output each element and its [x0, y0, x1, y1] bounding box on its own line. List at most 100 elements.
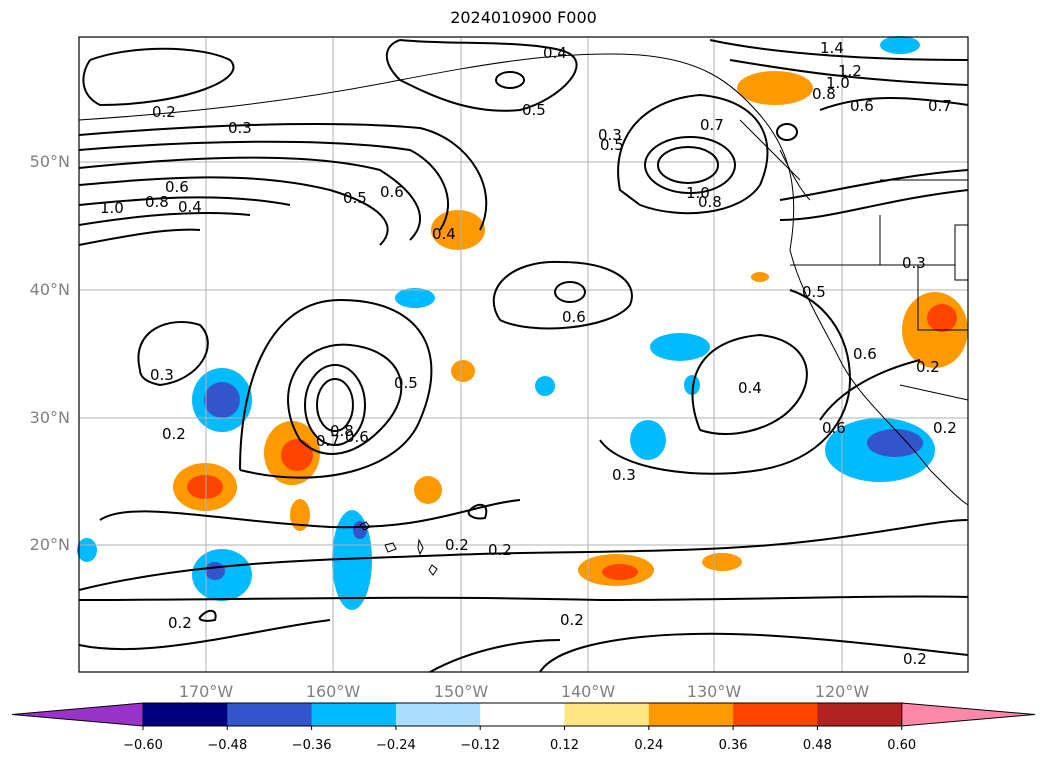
- colorbar-tick-label: −0.48: [207, 738, 248, 753]
- coastlines: [78, 53, 969, 506]
- positive-core: [602, 564, 638, 580]
- lat-label: 50°N: [29, 152, 70, 171]
- contour-label: 0.7: [928, 97, 952, 115]
- contour-label: 0.2: [560, 611, 584, 629]
- colorbar-segment: [143, 703, 228, 726]
- colorbar-tick-label: 0.60: [887, 738, 917, 753]
- negative-patch: [880, 36, 920, 54]
- positive-core: [187, 475, 223, 499]
- contour-label: 0.5: [522, 101, 546, 119]
- lon-label: 150°W: [433, 682, 489, 701]
- negative-patch: [535, 376, 555, 396]
- positive-patch: [751, 272, 769, 282]
- contour-label: 1.4: [820, 39, 844, 57]
- negative-patch: [684, 375, 700, 395]
- contour-label: 0.6: [853, 345, 877, 363]
- contour-label: 0.3: [598, 126, 622, 144]
- lon-label: 130°W: [686, 682, 742, 701]
- positive-core: [281, 439, 313, 471]
- contour-label-group: 0.2 0.3 0.4 0.5 0.6 0.8 1.0 0.7 0.2 0.2 …: [100, 39, 957, 668]
- contour-label: 1.2: [838, 62, 862, 80]
- positive-patch: [702, 553, 742, 571]
- colorbar: [11, 702, 1036, 730]
- contour-label: 0.3: [612, 466, 636, 484]
- contour-label: 0.3: [228, 119, 252, 137]
- contour-label: 0.6: [822, 419, 846, 437]
- contour-label: 0.5: [394, 374, 418, 392]
- colorbar-extend-high: [901, 702, 1036, 727]
- colorbar-segment: [311, 703, 397, 726]
- negative-patch: [395, 288, 435, 308]
- colorbar-tick-label: −0.60: [123, 738, 163, 753]
- contour-label: 0.2: [488, 541, 512, 559]
- contour-label: 0.4: [543, 44, 567, 62]
- colorbar-frame: [142, 702, 903, 727]
- colorbar-segment: [395, 703, 481, 726]
- lat-label: 30°N: [29, 408, 70, 427]
- contour-label: 0.7: [316, 432, 340, 450]
- contour-label: 1.0: [686, 184, 710, 202]
- contour-label: 0.8: [698, 193, 722, 211]
- negative-patch: [650, 333, 710, 361]
- contour-label: 0.2: [933, 419, 957, 437]
- contour-label: 0.5: [802, 283, 826, 301]
- contour-lines: [78, 39, 969, 673]
- colorbar-tick-label: 0.48: [802, 738, 832, 753]
- colorbar-segment: [648, 703, 734, 726]
- contour-label: 0.4: [178, 198, 202, 216]
- negative-core: [353, 521, 367, 539]
- lon-label: 140°W: [560, 682, 616, 701]
- contour-label: 0.2: [162, 425, 186, 443]
- lat-label: 20°N: [29, 535, 70, 554]
- negative-core: [205, 562, 225, 580]
- contour-label: 0.4: [432, 225, 456, 243]
- colorbar-extend-low: [11, 702, 144, 727]
- contour-label: 0.2: [152, 103, 176, 121]
- colorbar-tick-label: −0.24: [375, 738, 416, 753]
- colorbar-segment: [817, 703, 903, 726]
- contour-label: 0.3: [902, 254, 926, 272]
- contour-label: 0.6: [345, 428, 369, 446]
- lat-label: 40°N: [29, 280, 70, 299]
- positive-patch: [737, 71, 813, 105]
- colorbar-tick-label: 0.12: [550, 738, 579, 753]
- lon-label: 120°W: [814, 682, 870, 701]
- contour-label: 0.8: [145, 193, 169, 211]
- contour-label: 0.4: [738, 379, 762, 397]
- contour-label: 1.0: [826, 74, 850, 92]
- contour-label: 0.3: [150, 366, 174, 384]
- contour-label: 0.8: [330, 422, 354, 440]
- contour-label: 0.6: [165, 178, 189, 196]
- contour-label: 1.0: [100, 199, 124, 217]
- colorbar-tick-label: −0.36: [291, 738, 332, 753]
- positive-patch: [290, 499, 310, 531]
- negative-patch: [77, 538, 97, 562]
- colorbar-tick-label: 0.36: [718, 738, 748, 753]
- positive-patch: [414, 476, 442, 504]
- colorbar-segment: [733, 703, 818, 726]
- colorbar-tick-label: −0.12: [460, 738, 501, 753]
- colorbar-segment: [480, 703, 565, 726]
- contour-label: 0.2: [168, 614, 192, 632]
- chart-title: 2024010900 F000: [450, 8, 597, 27]
- colorbar-segment: [564, 703, 650, 726]
- contour-label: 0.5: [343, 189, 367, 207]
- negative-core: [204, 382, 240, 418]
- contour-label: 0.2: [903, 650, 927, 668]
- colorbar-segment: [227, 703, 313, 726]
- contour-label: 0.2: [445, 536, 469, 554]
- contour-label: 0.7: [700, 116, 724, 134]
- contour-label: 0.5: [600, 136, 624, 154]
- contour-label: 0.6: [850, 97, 874, 115]
- contour-label: 0.6: [380, 183, 404, 201]
- negative-patch: [630, 420, 666, 460]
- positive-patch: [451, 360, 475, 382]
- negative-core: [867, 429, 923, 457]
- contour-label: 0.8: [812, 85, 836, 103]
- colorbar-tick-label: 0.24: [634, 738, 664, 753]
- lon-label: 160°W: [305, 682, 361, 701]
- hawaii-islands: [359, 521, 438, 576]
- positive-core: [927, 304, 957, 332]
- plot-frame: [78, 36, 969, 673]
